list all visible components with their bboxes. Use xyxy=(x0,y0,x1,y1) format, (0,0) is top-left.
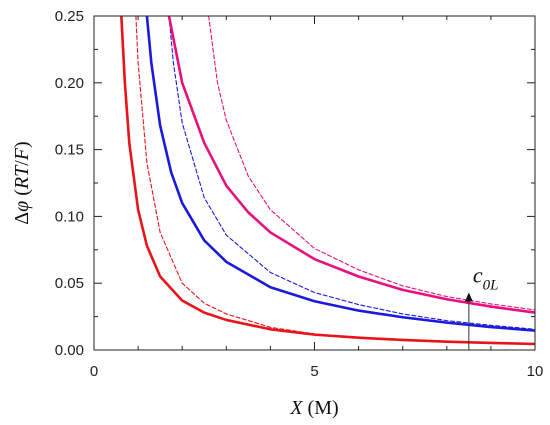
x-tick-label: 5 xyxy=(310,363,318,380)
series-line-6 xyxy=(208,16,535,311)
series-line-3 xyxy=(145,16,535,332)
y-axis-delta: Δ xyxy=(11,212,33,225)
annotation-subscript: 0L xyxy=(483,278,499,294)
y-axis-label: Δφ (RT/F) xyxy=(11,141,33,224)
y-axis-f: F xyxy=(11,147,33,161)
x-tick-label: 0 xyxy=(90,363,98,380)
x-axis-unit: (M) xyxy=(303,397,339,419)
annotation-arrow-head-icon xyxy=(464,292,473,302)
y-axis-slash: / xyxy=(11,160,33,166)
y-axis-close: ) xyxy=(11,141,33,148)
y-tick-label: 0.15 xyxy=(55,142,84,159)
series-line-2 xyxy=(135,16,535,345)
y-tick-label: 0.25 xyxy=(55,8,84,25)
x-axis-label: X (M) xyxy=(289,397,338,419)
annotation-base: c xyxy=(473,263,483,288)
series-line-1 xyxy=(120,16,535,346)
x-axis-variable: X xyxy=(289,397,303,419)
y-tick-label: 0.10 xyxy=(55,208,84,225)
x-tick-label: 10 xyxy=(527,363,544,380)
y-tick-label: 0.05 xyxy=(55,275,84,292)
y-axis-phi: φ xyxy=(11,201,33,212)
y-tick-label: 0.20 xyxy=(55,75,84,92)
y-axis-rt: RT xyxy=(11,164,33,190)
y-axis-open: ( xyxy=(11,189,33,201)
annotation-label: c0L xyxy=(473,263,499,294)
axis-layer: 0 5 10 0.00 0.05 0.10 0.15 0.20 0.25 xyxy=(55,8,544,380)
series-line-5 xyxy=(167,16,535,314)
series-line-4 xyxy=(168,16,535,330)
series-layer xyxy=(120,16,535,346)
annotation-c0L: c0L xyxy=(464,263,499,350)
y-tick-label: 0.00 xyxy=(55,342,84,359)
